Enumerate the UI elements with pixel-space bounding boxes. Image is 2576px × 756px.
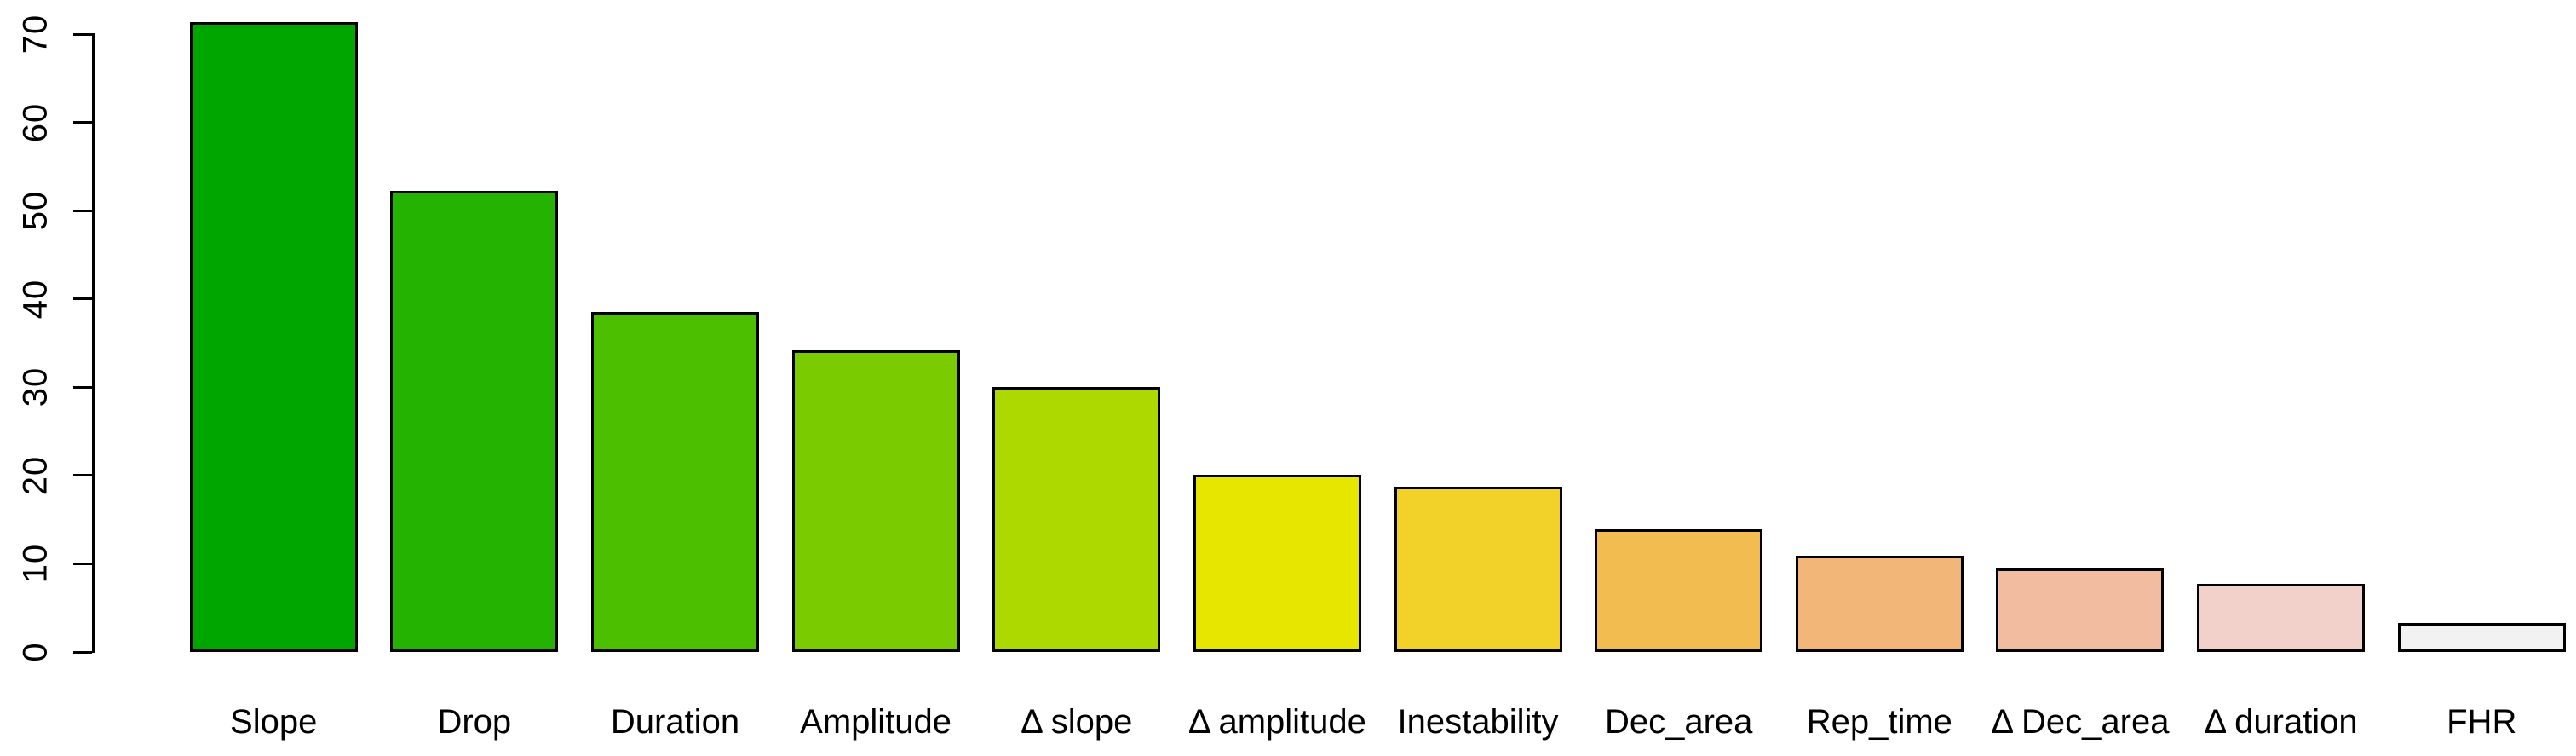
x-label-dec-area: Dec_area: [1604, 703, 1753, 741]
y-tick-mark-0: [72, 650, 92, 654]
y-tick-mark-30: [72, 385, 92, 389]
y-tick-label-50: 50: [16, 190, 55, 231]
x-label-drop: Drop: [437, 703, 512, 741]
bar-amplitude: [791, 349, 960, 652]
y-tick-mark-20: [72, 474, 92, 477]
bar-rep-time: [1795, 556, 1964, 652]
x-label-amplitude: Δ amplitude: [1187, 703, 1366, 741]
y-tick-mark-70: [72, 32, 92, 36]
y-tick-label-70: 70: [16, 14, 55, 55]
x-label-rep-time: Rep_time: [1806, 703, 1952, 741]
bar-dec-area: [1595, 529, 1763, 652]
bar-duration: [590, 312, 759, 652]
y-axis-line: [91, 32, 95, 654]
bar-slope: [992, 387, 1161, 652]
y-tick-mark-10: [72, 562, 92, 565]
y-tick-mark-60: [72, 121, 92, 124]
bar-drop: [390, 191, 559, 652]
x-label-duration: Δ duration: [2204, 703, 2358, 741]
y-tick-label-60: 60: [16, 102, 55, 142]
x-label-dec-area: Δ Dec_area: [1991, 703, 2170, 741]
bar-slope: [189, 21, 358, 652]
bar-amplitude: [1193, 474, 1361, 652]
x-label-slope: Δ slope: [1021, 703, 1133, 741]
y-tick-mark-50: [72, 209, 92, 212]
y-tick-label-20: 20: [16, 455, 55, 496]
bar-dec-area: [1996, 568, 2165, 652]
bar-fhr: [2397, 622, 2566, 652]
x-label-duration: Duration: [610, 703, 740, 741]
y-tick-label-30: 30: [16, 367, 55, 407]
x-label-slope: Slope: [230, 703, 318, 741]
y-tick-label-40: 40: [16, 279, 55, 319]
x-label-inestability: Inestability: [1397, 703, 1559, 741]
x-label-amplitude: Amplitude: [800, 703, 952, 741]
bar-duration: [2197, 584, 2366, 652]
y-tick-mark-40: [72, 297, 92, 301]
bar-inestability: [1394, 487, 1562, 652]
x-label-fhr: FHR: [2447, 703, 2517, 741]
y-tick-label-10: 10: [16, 544, 55, 584]
y-tick-label-0: 0: [16, 642, 55, 662]
